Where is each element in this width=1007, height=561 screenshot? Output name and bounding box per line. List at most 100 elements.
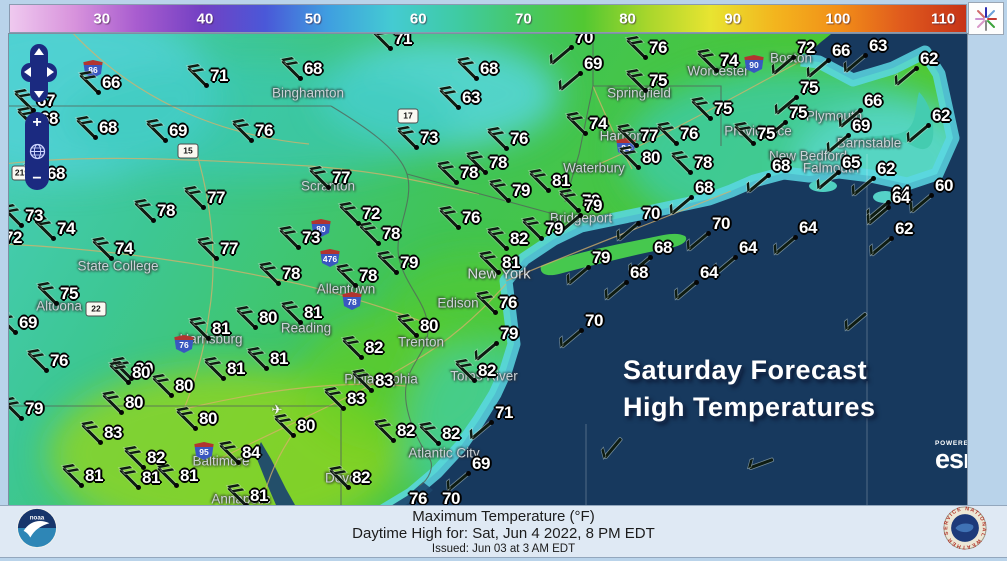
noaa-logo-text: noaa — [30, 514, 45, 521]
station-dot — [125, 379, 131, 385]
station-dot — [545, 187, 551, 193]
station-dot — [792, 234, 798, 240]
station-dot — [503, 145, 509, 151]
station-dot — [568, 44, 574, 50]
starburst-compass-button[interactable] — [968, 2, 1004, 35]
city-label: State College — [77, 258, 159, 274]
station-temp-label: 65 — [842, 153, 860, 172]
station-dot — [453, 179, 459, 185]
globe-icon[interactable] — [29, 143, 46, 160]
station-dot — [358, 354, 364, 360]
station-temp-label: 83 — [347, 389, 365, 408]
station-dot — [765, 172, 771, 178]
city-label: Binghamton — [271, 85, 345, 101]
city-label: Allentown — [316, 281, 376, 297]
station-temp-label: 72 — [797, 38, 815, 57]
station-dot — [243, 502, 249, 506]
pan-down-arrow-icon[interactable] — [34, 91, 44, 98]
powered-by-label: POWERED BY — [935, 440, 967, 447]
station-temp-label: 73 — [25, 206, 43, 225]
station-dot — [275, 280, 281, 286]
station-dot — [50, 235, 56, 241]
caption-title: Maximum Temperature (°F) — [412, 508, 595, 525]
station-dot — [173, 482, 179, 488]
pan-left-arrow-icon[interactable] — [24, 67, 31, 77]
station-dot — [203, 82, 209, 88]
station-temp-label: 73 — [302, 228, 320, 247]
station-temp-label: 80 — [135, 359, 153, 378]
esri-attribution: POWERED BY esri — [935, 440, 967, 473]
station-temp-label: 72 — [362, 204, 380, 223]
temperature-color-scale: 30 40 50 60 70 80 90 100 110 — [9, 4, 967, 33]
station-dot — [213, 255, 219, 261]
station-dot — [488, 419, 494, 425]
station-temp-label: 68 — [630, 263, 648, 282]
station-temp-label: 83 — [375, 371, 393, 390]
zoom-control[interactable]: + − — [25, 112, 49, 190]
station-temp-label: 66 — [864, 91, 882, 110]
pan-control[interactable] — [21, 44, 57, 102]
station-temp-label: 82 — [478, 361, 496, 380]
station-temp-label: 81 — [180, 466, 198, 485]
station-temp-label: 78 — [359, 266, 377, 285]
route-shield: 76 — [174, 335, 194, 353]
noaa-logo: noaa — [16, 507, 58, 554]
city-label: Falmouth — [802, 160, 860, 176]
scale-tick-label: 50 — [304, 10, 322, 27]
city-label: Waterbury — [563, 160, 625, 176]
station-temp-label: 64 — [700, 263, 718, 282]
station-dot — [647, 254, 653, 260]
station-dot — [673, 140, 679, 146]
station-dot — [290, 432, 296, 438]
station-temp-label: 76 — [50, 351, 68, 370]
route-shield: 476 — [320, 249, 340, 267]
station-dot — [325, 184, 331, 190]
scale-tick-label: 90 — [724, 10, 742, 27]
station-temp-label: 81 — [142, 468, 160, 487]
station-dot — [505, 197, 511, 203]
station-temp-label: 76 — [510, 129, 528, 148]
station-temp-label: 79 — [500, 324, 518, 343]
route-shield: 95 — [194, 442, 214, 460]
station-dot — [642, 54, 648, 60]
station-temp-label: 78 — [489, 153, 507, 172]
station-dot — [825, 57, 831, 63]
station-dot — [577, 212, 583, 218]
forecast-map[interactable]: 67 66 71 68 68 68 69 76 68 77 77 71 68 63 70 69 76 75 73 76… — [8, 33, 968, 507]
station-dot — [707, 115, 713, 121]
pan-right-arrow-icon[interactable] — [47, 67, 54, 77]
station-dot — [128, 375, 134, 381]
zoom-out-button[interactable]: − — [32, 170, 42, 187]
city-label: Springfield — [607, 85, 671, 101]
station-dot — [790, 54, 796, 60]
station-temp-label: 76 — [680, 124, 698, 143]
station-dot — [355, 220, 361, 226]
pan-up-arrow-icon[interactable] — [34, 48, 44, 55]
scale-tick-label: 80 — [619, 10, 636, 27]
station-dot — [862, 52, 868, 58]
station-dot — [705, 230, 711, 236]
station-dot — [340, 405, 346, 411]
station-temp-label: 64 — [892, 183, 910, 202]
station-temp-label: 70 — [712, 214, 730, 233]
station-temp-label: 68 — [654, 238, 672, 257]
station-dot — [473, 75, 479, 81]
station-dot — [150, 217, 156, 223]
station-dot — [53, 300, 59, 306]
city-label: Reading — [280, 320, 332, 336]
station-dot — [387, 45, 393, 51]
station-temp-label: 75 — [757, 124, 775, 143]
station-temp-label: 79 — [25, 399, 43, 418]
zoom-in-button[interactable]: + — [32, 114, 42, 131]
station-temp-label: 66 — [102, 73, 120, 92]
station-temp-label: 70 — [642, 204, 660, 223]
station-dot — [12, 329, 18, 335]
station-temp-label: 77 — [207, 188, 225, 207]
station-temp-label: 79 — [512, 181, 530, 200]
station-temp-label: 83 — [104, 423, 122, 442]
station-dot — [635, 164, 641, 170]
station-temp-label: 76 — [255, 121, 273, 140]
station-dot — [492, 309, 498, 315]
station-dot — [118, 409, 124, 415]
station-temp-label: 82 — [442, 424, 460, 443]
